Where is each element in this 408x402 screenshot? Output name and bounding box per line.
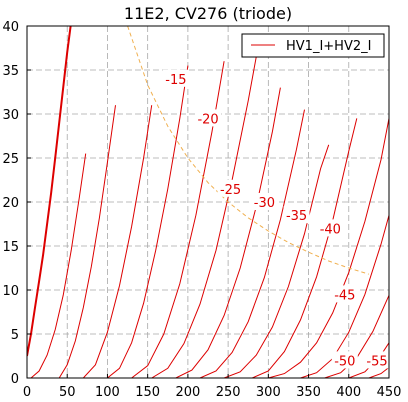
grid-voltage-label: -20 xyxy=(197,112,218,127)
y-tick-label: 15 xyxy=(2,240,19,255)
grid-voltage-label-bg xyxy=(331,351,358,369)
x-tick-label: 200 xyxy=(175,385,200,400)
plate-curve xyxy=(82,105,153,378)
y-tick-label: 35 xyxy=(2,64,19,79)
x-tick-label: 0 xyxy=(23,385,31,400)
x-tick-label: 400 xyxy=(336,385,361,400)
dissipation-limit xyxy=(127,26,370,275)
grid-voltage-label: -45 xyxy=(334,288,355,303)
legend-label: HV1_I+HV2_I xyxy=(286,39,371,54)
plate-curve xyxy=(27,26,72,357)
legend: HV1_I+HV2_I xyxy=(241,33,385,58)
x-tick-label: 100 xyxy=(95,385,120,400)
plate-curve xyxy=(131,61,225,378)
x-tick-label: 50 xyxy=(59,385,76,400)
plate-curve xyxy=(252,118,358,378)
plate-curve xyxy=(223,144,330,378)
grid-voltage-label: -55 xyxy=(366,354,387,369)
x-tick-label: 150 xyxy=(135,385,160,400)
grid-voltage-label: -50 xyxy=(334,354,355,369)
grid-voltage-label-bg xyxy=(331,285,358,303)
grid-lines xyxy=(27,26,389,378)
axis-ticks: 0 50 100 150 200 250 300 350 400 450 0 5 10 15 20 25 30 3… xyxy=(2,20,401,400)
y-tick-label: 40 xyxy=(2,20,19,35)
grid-voltage-label-bg xyxy=(364,351,390,369)
y-tick-label: 25 xyxy=(2,152,19,167)
plate-curve xyxy=(107,65,189,378)
x-tick-label: 300 xyxy=(256,385,281,400)
y-tick-label: 0 xyxy=(11,372,19,387)
grid-voltage-label: -40 xyxy=(320,222,341,237)
grid-voltage-label-bg xyxy=(317,219,344,237)
legend-box xyxy=(241,33,385,58)
grid-voltage-label-bg xyxy=(251,193,278,210)
grid-voltage-label-bg xyxy=(195,109,222,127)
x-tick-label: 250 xyxy=(216,385,241,400)
plate-curves xyxy=(27,26,389,378)
chart-title: 11E2, CV276 (triode) xyxy=(124,4,292,23)
plate-curve xyxy=(199,109,305,378)
grid-voltage-label: -35 xyxy=(286,209,307,224)
y-tick-label: 10 xyxy=(2,284,19,299)
y-tick-label: 30 xyxy=(2,108,19,123)
grid-voltage-label: -15 xyxy=(165,73,186,88)
plate-curve xyxy=(30,153,87,378)
grid-voltage-labels: -15 -20 -25 -30 -35 -40 -45 -50 -55 xyxy=(162,69,390,369)
plate-curve xyxy=(368,367,389,378)
plate-curve xyxy=(175,87,281,378)
y-tick-label: 5 xyxy=(11,328,19,343)
grid-voltage-label: -30 xyxy=(254,196,275,211)
plate-curve xyxy=(58,105,116,378)
y-tick-label: 20 xyxy=(2,196,19,211)
plate-curve xyxy=(151,34,261,378)
grid-voltage-label-bg xyxy=(283,206,310,224)
plate-curve xyxy=(268,118,389,378)
grid-voltage-label-bg xyxy=(217,179,244,197)
x-tick-label: 350 xyxy=(296,385,321,400)
max-dissipation-curve xyxy=(127,26,370,275)
grid-voltage-label-bg xyxy=(162,69,189,87)
plate-curve xyxy=(300,215,389,378)
x-tick-label: 450 xyxy=(377,385,402,400)
grid-voltage-label: -25 xyxy=(220,183,241,198)
